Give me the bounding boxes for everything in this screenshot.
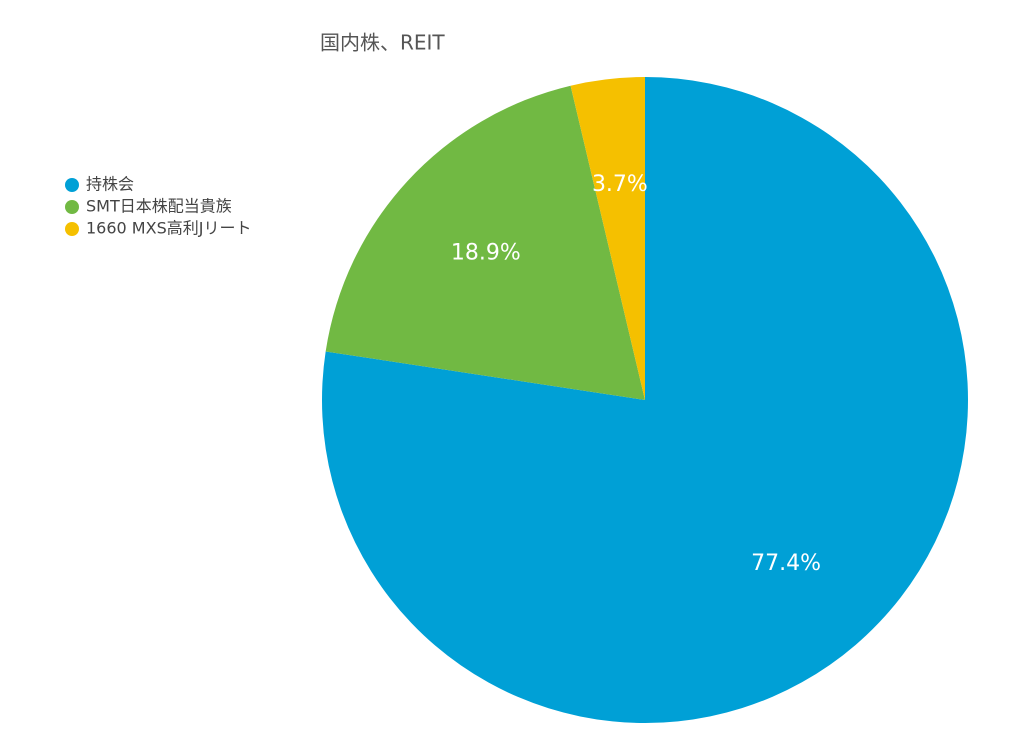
pie-slice <box>325 85 645 400</box>
chart-title: 国内株、REIT <box>320 31 445 55</box>
legend-label: SMT日本株配当貴族 <box>86 197 232 216</box>
legend-marker <box>65 222 79 236</box>
legend-label: 1660 MXS高利Jリート <box>86 219 251 238</box>
legend-label: 持株会 <box>86 175 134 194</box>
legend-marker <box>65 178 79 192</box>
data-label: 18.9% <box>451 240 521 265</box>
data-label: 77.4% <box>751 551 821 576</box>
legend-marker <box>65 200 79 214</box>
pie-slice <box>570 77 645 400</box>
data-label: 3.7% <box>592 172 648 197</box>
